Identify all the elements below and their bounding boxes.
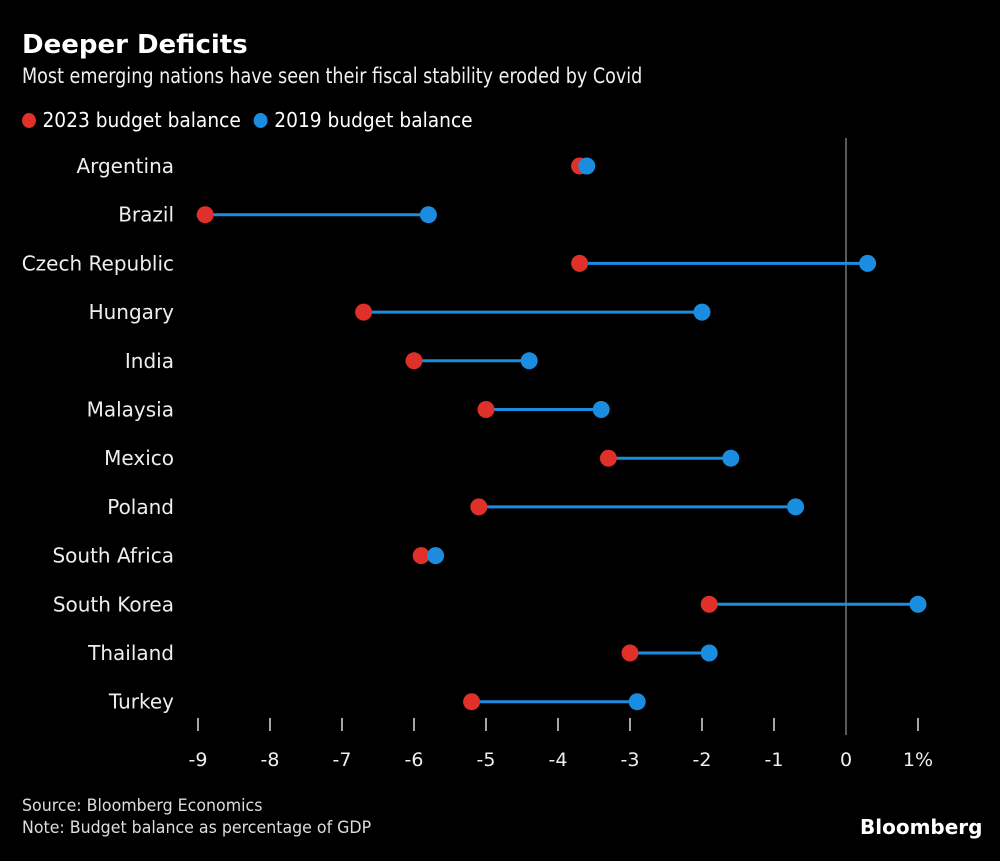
category-label: Czech Republic [22, 251, 174, 275]
x-tick-label: -2 [693, 749, 712, 771]
x-tick-label: -4 [549, 749, 568, 771]
legend-label-2019: 2019 budget balance [274, 108, 473, 132]
category-label: Thailand [87, 641, 174, 665]
x-tick-label: -3 [621, 749, 640, 771]
category-label: South Africa [52, 544, 174, 568]
x-tick-label: -7 [333, 749, 352, 771]
category-label: South Korea [53, 592, 174, 616]
point-2023 [463, 693, 481, 711]
point-2019 [520, 352, 538, 370]
point-2023 [477, 401, 495, 418]
point-2019 [693, 303, 711, 321]
point-2023 [621, 644, 639, 662]
legend: 2023 budget balance 2019 budget balance [22, 108, 486, 132]
legend-dot-2023 [22, 112, 36, 128]
category-label: Brazil [118, 203, 174, 227]
footer: Source: Bloomberg Economics Note: Budget… [22, 795, 371, 839]
point-2023 [196, 206, 214, 224]
legend-dot-2019 [253, 112, 268, 128]
point-2023 [412, 547, 430, 565]
category-label: Argentina [76, 154, 174, 178]
point-2023 [599, 449, 617, 467]
point-2019 [578, 157, 596, 175]
point-2019 [628, 693, 646, 711]
x-tick-label: -1 [765, 749, 784, 771]
x-tick-label: 1% [903, 749, 933, 771]
category-label: Poland [107, 495, 174, 519]
legend-item-2019: 2019 budget balance [253, 108, 473, 132]
x-tick-label: -9 [189, 749, 208, 771]
point-2023 [405, 352, 423, 370]
x-tick-label: 0 [840, 749, 852, 771]
point-2023 [700, 595, 718, 613]
budget-note: Note: Budget balance as percentage of GD… [22, 818, 372, 838]
point-2023 [470, 498, 488, 516]
point-2019 [787, 498, 805, 516]
source-note: Source: Bloomberg Economics [22, 796, 263, 816]
point-2019 [427, 547, 445, 565]
point-2019 [700, 644, 718, 662]
point-2019 [419, 206, 437, 224]
x-tick-label: -5 [477, 749, 496, 771]
category-label: Turkey [108, 690, 174, 714]
bloomberg-logo: Bloomberg [860, 815, 983, 839]
point-2023 [571, 254, 589, 272]
category-label: Malaysia [87, 398, 174, 422]
chart-subtitle: Most emerging nations have seen their fi… [22, 64, 643, 88]
point-2019 [909, 595, 927, 613]
chart-title: Deeper Deficits [22, 30, 248, 60]
point-2019 [722, 449, 740, 467]
legend-label-2023: 2023 budget balance [42, 108, 241, 132]
x-tick-label: -6 [405, 749, 424, 771]
category-label: India [125, 349, 174, 373]
category-label: Mexico [104, 446, 174, 470]
category-label: Hungary [89, 300, 175, 324]
point-2019 [592, 401, 610, 418]
x-tick-label: -8 [261, 749, 280, 771]
point-2019 [859, 254, 877, 272]
point-2023 [355, 303, 373, 321]
legend-item-2023: 2023 budget balance [22, 108, 241, 132]
